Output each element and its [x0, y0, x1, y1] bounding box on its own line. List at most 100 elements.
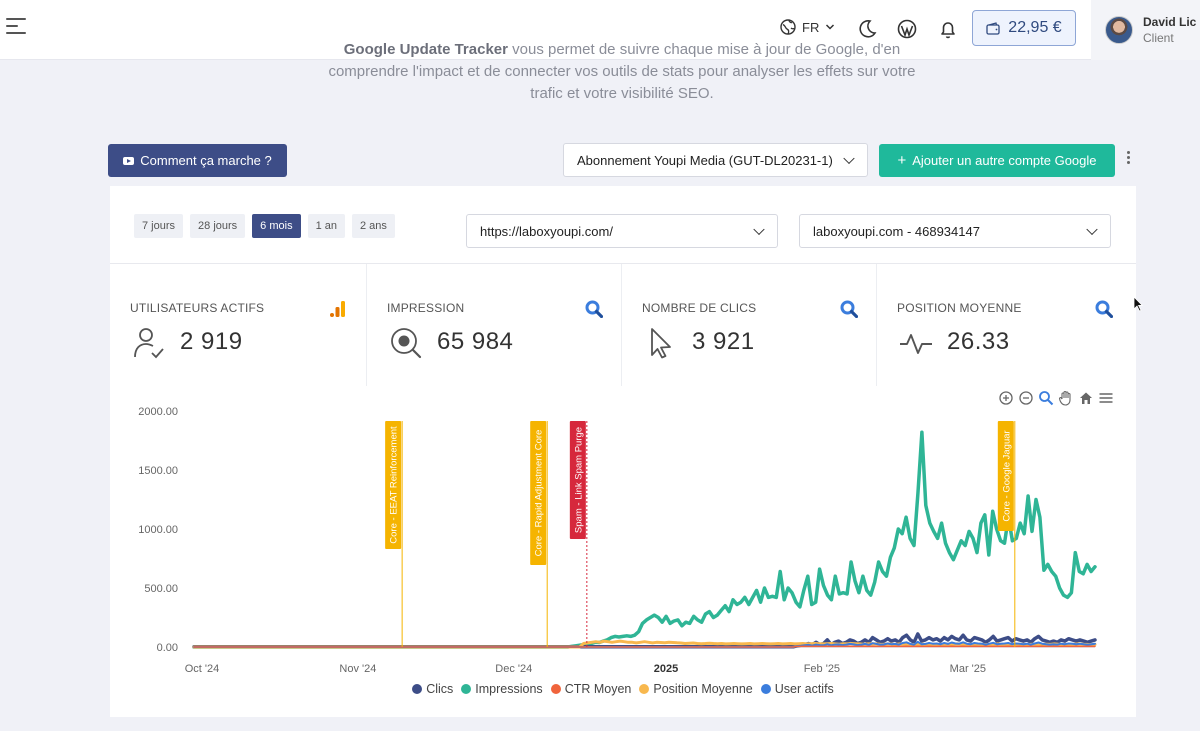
add-google-account-label: Ajouter un autre compte Google — [912, 153, 1097, 168]
analytics-icon[interactable] — [329, 300, 347, 318]
legend-dot — [550, 684, 561, 694]
legend-item[interactable]: Clics — [412, 682, 453, 696]
legend-dot — [412, 684, 423, 694]
kpi-avg-position: POSITION MOYENNE 26.33 — [876, 264, 1131, 386]
kpi-value: 65 984 — [437, 328, 514, 355]
x-tick-label: Dec '24 — [495, 663, 532, 675]
menu-icon[interactable] — [6, 18, 26, 34]
update-marker-label-bg[interactable] — [997, 421, 1014, 531]
x-tick-label: Oct '24 — [185, 663, 220, 675]
kpi-impressions: IMPRESSION 65 984 — [366, 264, 621, 386]
y-tick-label: 2000.00 — [138, 406, 178, 418]
search-console-icon[interactable] — [1095, 300, 1113, 318]
update-marker-label[interactable]: Core - Rapid Adjustment Core — [534, 430, 545, 557]
kpi-label: POSITION MOYENNE — [897, 301, 1022, 315]
series-line-impressions — [192, 430, 1097, 649]
date-range-tabs: 7 jours 28 jours 6 mois 1 an 2 ans — [134, 214, 395, 238]
range-tab[interactable]: 28 jours — [190, 214, 246, 238]
range-tab[interactable]: 6 mois — [252, 214, 301, 238]
user-name: David Lic — [1143, 15, 1197, 29]
legend-item[interactable]: Impressions — [461, 682, 543, 696]
legend-label: User actifs — [774, 682, 834, 696]
range-tab[interactable]: 2 ans — [352, 214, 395, 238]
pan-hand-icon[interactable] — [1058, 390, 1074, 406]
range-tab[interactable]: 7 jours — [134, 214, 184, 238]
how-it-works-label: Comment ça marche ? — [140, 153, 272, 168]
legend-label: Impressions — [475, 682, 543, 696]
x-tick-label: Nov '24 — [339, 663, 376, 675]
legend-dot — [639, 684, 650, 694]
update-marker-label[interactable]: Core - EEAT Reinforcement — [389, 426, 400, 544]
x-tick-label: 2025 — [654, 663, 678, 675]
pulse-icon — [900, 334, 932, 354]
update-marker-label[interactable]: Core - Google Jaguar — [1001, 430, 1012, 521]
legend-label: CTR Moyen — [564, 682, 632, 696]
y-tick-label: 0.00 — [157, 642, 178, 654]
performance-chart: 2000.00 1500.00 1000.00 500.00 0.00 Oct '24 No… — [110, 386, 1136, 717]
legend-label: Position Moyenne — [653, 682, 753, 696]
cursor-icon — [651, 328, 671, 359]
chevron-down-icon — [1086, 223, 1098, 236]
chart-legend: Clics Impressions CTR Moyen Position Moyenn… — [110, 682, 1136, 696]
balance-button[interactable]: 22,95 € — [972, 10, 1076, 46]
kpi-value: 3 921 — [692, 328, 755, 355]
kpi-clicks: NOMBRE DE CLICS 3 921 — [621, 264, 876, 386]
intro-line-3: trafic et votre visibilité SEO. — [530, 85, 714, 102]
home-icon[interactable] — [1078, 390, 1094, 406]
how-it-works-button[interactable]: Comment ça marche ? — [108, 144, 287, 177]
update-marker-label-bg[interactable] — [385, 421, 402, 549]
chart-menu-icon[interactable] — [1098, 390, 1114, 406]
y-tick-label: 1000.00 — [138, 524, 178, 536]
intro-product-name: Google Update Tracker — [343, 41, 508, 58]
chevron-down-icon — [753, 223, 765, 236]
intro-text: Google Update Tracker vous permet de sui… — [250, 41, 994, 105]
dashboard-card: 7 jours 28 jours 6 mois 1 an 2 ans https://l… — [110, 186, 1136, 717]
update-marker-label[interactable]: Spam - Link Spam Purge — [573, 427, 584, 533]
legend-item[interactable]: Position Moyenne — [639, 682, 753, 696]
kpi-label: NOMBRE DE CLICS — [642, 301, 757, 315]
language-selector[interactable]: FR — [780, 19, 835, 35]
wordpress-icon[interactable] — [896, 18, 918, 40]
user-role: Client — [1143, 31, 1174, 45]
y-tick-label: 500.00 — [144, 583, 178, 595]
more-options-icon[interactable] — [1125, 151, 1131, 167]
add-google-account-button[interactable]: + Ajouter un autre compte Google — [879, 144, 1115, 177]
subscription-select[interactable]: Abonnement Youpi Media (GUT-DL20231-1) — [563, 143, 868, 177]
update-marker-label-bg[interactable] — [530, 421, 547, 565]
zoom-in-icon[interactable] — [998, 390, 1014, 406]
kpi-label: IMPRESSION — [387, 301, 465, 315]
kpi-value: 2 919 — [180, 328, 243, 355]
range-tab[interactable]: 1 an — [307, 214, 345, 238]
youtube-icon — [123, 156, 135, 165]
property-value: laboxyoupi.com - 468934147 — [813, 223, 980, 239]
search-console-icon[interactable] — [585, 300, 603, 318]
user-check-icon — [134, 328, 164, 359]
update-marker-label-bg[interactable] — [569, 421, 586, 539]
intro-line-2: comprendre l'impact et de connecter vos … — [328, 63, 916, 80]
legend-dot — [760, 684, 771, 694]
chart-canvas: 2000.00 1500.00 1000.00 500.00 0.00 Oct '24 No… — [138, 406, 1097, 675]
site-value: https://laboxyoupi.com/ — [480, 223, 613, 239]
plus-icon: + — [897, 152, 907, 169]
legend-label: Clics — [426, 682, 454, 696]
language-label: FR — [802, 19, 820, 35]
magnifier-icon[interactable] — [1038, 390, 1054, 406]
legend-item[interactable]: CTR Moyen — [550, 682, 632, 696]
y-tick-label: 1500.00 — [138, 465, 178, 477]
intro-line-1-rest: vous permet de suivre chaque mise à jour… — [507, 41, 901, 58]
mouse-pointer-icon — [1133, 296, 1143, 312]
zoom-out-icon[interactable] — [1018, 390, 1034, 406]
user-menu[interactable]: David Lic Client — [1091, 0, 1200, 60]
legend-item[interactable]: User actifs — [760, 682, 834, 696]
series-line-ctr-moyen — [193, 645, 1096, 648]
chart-toolbar — [998, 390, 1114, 406]
site-select[interactable]: https://laboxyoupi.com/ — [466, 214, 778, 248]
bell-icon[interactable] — [937, 18, 959, 40]
subscription-value: Abonnement Youpi Media (GUT-DL20231-1) — [577, 152, 833, 168]
search-console-icon[interactable] — [840, 300, 858, 318]
property-select[interactable]: laboxyoupi.com - 468934147 — [799, 214, 1111, 248]
kpi-active-users: UTILISATEURS ACTIFS 2 919 — [110, 264, 365, 386]
x-tick-label: Mar '25 — [950, 663, 986, 675]
moon-icon[interactable] — [856, 18, 878, 40]
legend-dot — [461, 684, 472, 694]
